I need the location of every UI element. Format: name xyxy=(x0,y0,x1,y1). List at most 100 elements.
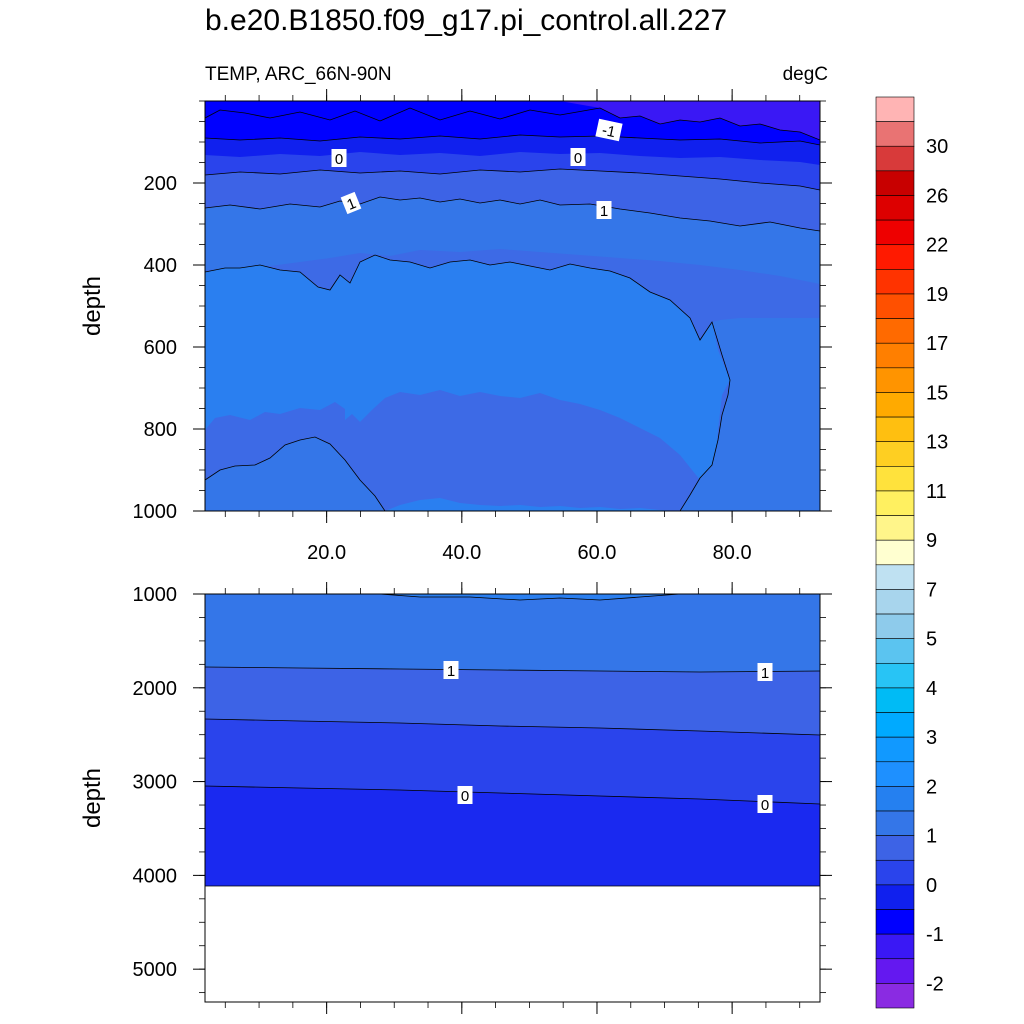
chart-title: b.e20.B1850.f09_g17.pi_control.all.227 xyxy=(205,4,728,37)
contour-label-text: 0 xyxy=(461,788,469,805)
colorbar-swatch xyxy=(875,712,915,738)
colorbar-swatch xyxy=(875,933,915,960)
lower-contour-labels: 1 1 0 0 xyxy=(443,661,773,814)
xtick-label: 40.0 xyxy=(442,542,481,564)
contour-label-bg xyxy=(340,191,362,215)
colorbar-swatch xyxy=(875,983,915,1009)
colorbar-tick-label: 13 xyxy=(926,432,948,454)
colorbar-tick-label: 15 xyxy=(926,382,948,404)
lower-axes: 1000 2000 3000 4000 5000 depth xyxy=(79,582,832,1014)
fill-band-lt-0-lower xyxy=(205,786,820,886)
contour-label: 0 xyxy=(757,795,773,814)
colorbar-swatch xyxy=(875,219,915,246)
colorbar-swatch xyxy=(875,416,915,443)
ytick-label: 1000 xyxy=(133,584,178,606)
fill-band-top-strip xyxy=(380,594,680,600)
fill-band-deep-lower-left xyxy=(205,437,385,511)
xtick-label: 20.0 xyxy=(307,542,346,564)
colorbar-swatch xyxy=(875,638,915,664)
fill-band-deep-right xyxy=(680,318,820,511)
xtick-label: 80.0 xyxy=(713,542,752,564)
contour-line-1-lower xyxy=(205,666,820,673)
colorbar-tick-label: 4 xyxy=(926,678,937,700)
contour-label: 0 xyxy=(331,149,347,168)
lower-panel: 1 1 0 0 1000 2000 3000 4000 5000 depth xyxy=(79,582,832,1014)
upper-contour-lines xyxy=(205,107,820,511)
contour-label-bg xyxy=(570,148,586,166)
fill-band-deep-bottom-mid xyxy=(385,498,680,511)
colorbar-swatch xyxy=(875,687,915,713)
colorbar-swatch xyxy=(875,786,915,812)
contour-line-1 xyxy=(205,196,820,232)
contour-line-1p5-lower xyxy=(205,436,386,511)
contour-line-minus1 xyxy=(205,134,820,146)
contour-label-bg xyxy=(457,786,473,804)
colorbar-swatch xyxy=(875,441,915,467)
colorbar-tick-label: 19 xyxy=(926,284,948,306)
colorbar-tick-label: 0 xyxy=(926,875,937,897)
variable-label: TEMP, ARC_66N-90N xyxy=(205,64,392,85)
contour-label-text: 1 xyxy=(447,663,455,680)
contour-label: 1 xyxy=(443,661,459,680)
colorbar-swatch xyxy=(875,884,915,910)
colorbar-tick-label: 7 xyxy=(926,579,937,601)
contour-label: 1 xyxy=(596,201,612,220)
lower-panel-frame xyxy=(204,593,821,1003)
colorbar-swatch xyxy=(875,539,915,566)
colorbar-swatch xyxy=(875,244,915,270)
colorbar-swatch xyxy=(875,318,915,344)
colorbar-swatch xyxy=(875,195,915,221)
contour-line-0p5-lower xyxy=(205,718,820,736)
contour-label-bg xyxy=(596,201,612,219)
contour-label-bg xyxy=(757,795,773,813)
ylabel: depth xyxy=(79,276,106,336)
ytick-label: 5000 xyxy=(133,959,178,981)
colorbar-swatch xyxy=(875,466,915,492)
contour-label-text: 1 xyxy=(600,203,608,220)
lower-contour-fills xyxy=(205,594,820,1002)
colorbar-swatch xyxy=(875,736,915,763)
ytick-label: 800 xyxy=(144,419,177,441)
colorbar-tick-label: -1 xyxy=(926,924,944,946)
upper-axes: 200 400 600 800 1000 20.0 40.0 60.0 80.0 depth xyxy=(79,89,832,564)
contour-label-text: -1 xyxy=(600,122,617,141)
colorbar-tick-label: 5 xyxy=(926,629,937,651)
contour-label: 0 xyxy=(457,786,473,805)
colorbar-swatch xyxy=(875,145,915,172)
colorbar-swatch xyxy=(875,342,915,369)
contour-label-bg xyxy=(331,149,347,167)
fill-band-surface-cold xyxy=(205,101,820,140)
colorbar-tick-label: 30 xyxy=(926,136,948,158)
contour-label-bg xyxy=(595,118,623,142)
upper-contour-fills xyxy=(205,101,820,511)
contour-label: 1 xyxy=(757,663,773,682)
ytick-label: 600 xyxy=(144,337,177,359)
colorbar-swatch xyxy=(875,367,915,393)
ytick-label: 400 xyxy=(144,255,177,277)
colorbar-tick-label: 9 xyxy=(926,530,937,552)
contour-label-bg xyxy=(443,661,459,679)
colorbar-swatch xyxy=(875,392,915,418)
colorbar-tick-label: 3 xyxy=(926,727,937,749)
colorbar-swatch xyxy=(875,589,915,615)
ytick-label: 1000 xyxy=(133,501,178,523)
colorbar-swatch xyxy=(875,761,915,787)
contour-label-text: 1 xyxy=(761,665,769,682)
colorbar-tick-label: 26 xyxy=(926,185,948,207)
colorbar-swatch xyxy=(875,810,915,836)
contour-line-0-lower xyxy=(205,785,820,805)
colorbar-tick-label: 17 xyxy=(926,333,948,355)
colorbar-tick-label: 1 xyxy=(926,826,937,848)
contour-label: -1 xyxy=(595,118,623,142)
contour-line-top-strip xyxy=(379,594,681,601)
colorbar-tick-label: -2 xyxy=(926,973,944,995)
units-label: degC xyxy=(782,64,828,85)
colorbar-swatch xyxy=(875,170,915,196)
colorbar-swatch xyxy=(875,515,915,541)
colorbar-tick-label: 22 xyxy=(926,235,948,257)
upper-panel: -1 0 0 1 1 200 400 600 800 1000 20.0 40.0 60.0 80.0 d… xyxy=(79,89,832,564)
colorbar-swatch xyxy=(875,613,915,639)
colorbar-swatch xyxy=(875,859,915,886)
